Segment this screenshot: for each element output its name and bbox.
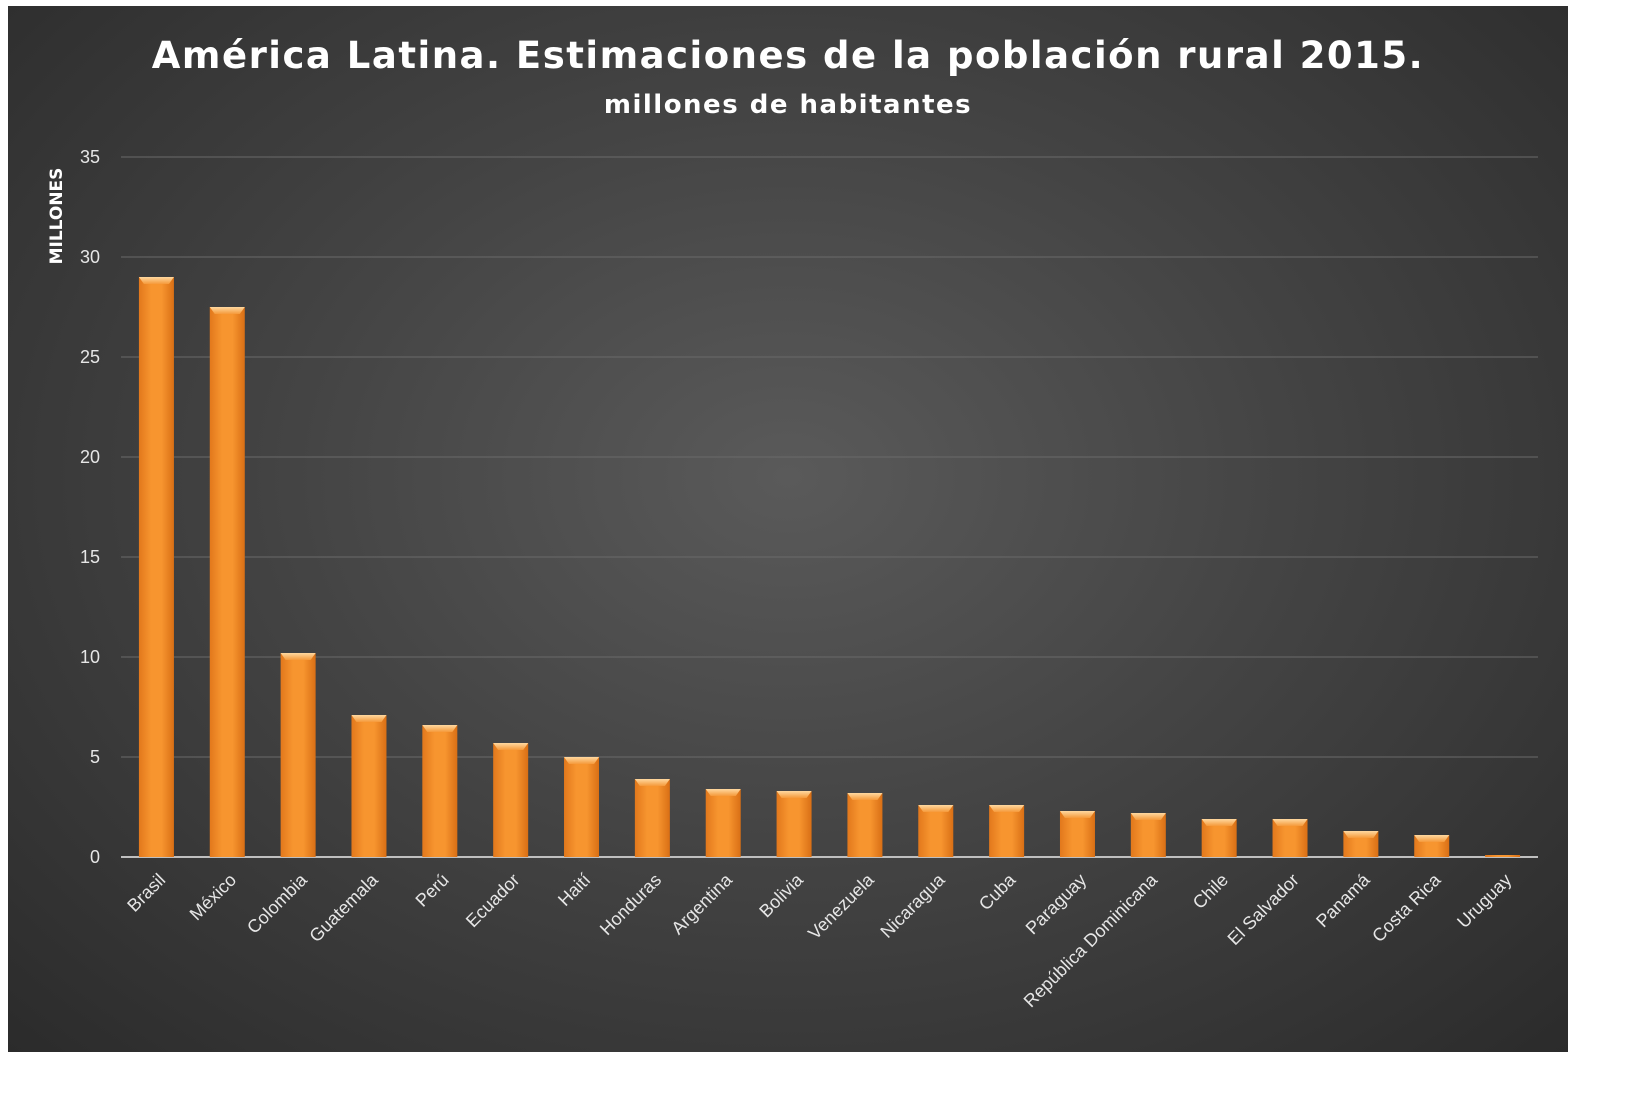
bar	[847, 793, 883, 857]
bar-body	[705, 789, 741, 857]
bar-body	[1130, 813, 1166, 857]
bar-bevel	[1343, 831, 1379, 838]
bar-body	[1059, 811, 1095, 857]
bar-body	[634, 779, 670, 857]
x-category-label: Paraguay	[1022, 870, 1091, 939]
x-category-label: Panamá	[1312, 869, 1374, 931]
bar-body	[1485, 855, 1521, 857]
bar-body	[138, 277, 174, 857]
bar	[634, 779, 670, 857]
bar-chart: 0 5 10 15 20 25 30 35 Brasil México ColombiaGuate…	[47, 147, 1538, 1011]
bar	[1485, 855, 1521, 857]
y-tick-label: 15	[80, 547, 100, 567]
bar-bevel	[1272, 819, 1308, 826]
bar-bevel	[918, 805, 954, 812]
x-category-label: Ecuador	[462, 870, 524, 932]
bar-bevel	[138, 277, 174, 284]
x-category-label: Haití	[554, 870, 594, 910]
bar-bevel	[1414, 835, 1450, 842]
bar	[776, 791, 812, 857]
x-category-label: Honduras	[596, 870, 665, 939]
bar-bevel	[351, 715, 387, 722]
bar-body	[351, 715, 387, 857]
bar	[351, 715, 387, 857]
bar-body	[918, 805, 954, 857]
bar-bevel	[1201, 819, 1237, 826]
bar	[209, 307, 245, 857]
bar-bevel	[422, 725, 458, 732]
bar-body	[847, 793, 883, 857]
x-category-label: Colombia	[243, 869, 312, 938]
x-category-label: Cuba	[975, 869, 1020, 914]
x-category-label: Bolivia	[755, 869, 807, 921]
x-category-label: Brasil	[123, 870, 169, 916]
bar	[989, 805, 1025, 857]
bar	[1343, 831, 1379, 857]
x-category-label: Nicaragua	[876, 869, 949, 942]
bar-bevel	[1130, 813, 1166, 820]
bar-bevel	[705, 789, 741, 796]
bar-bevel	[776, 791, 812, 798]
y-tick-label: 0	[90, 847, 100, 867]
y-tick-label: 5	[90, 747, 100, 767]
x-category-label: Venezuela	[804, 869, 878, 943]
bar	[564, 757, 600, 857]
x-category-label: República Dominicana	[1020, 869, 1162, 1011]
x-category-label: Perú	[412, 870, 453, 911]
x-category-label: México	[186, 870, 240, 924]
bar-body	[280, 653, 316, 857]
gridlines	[121, 156, 1538, 858]
bar	[1059, 811, 1095, 857]
y-axis-title: MILLONES	[47, 168, 67, 265]
y-tick-label: 25	[80, 347, 100, 367]
y-axis: 0 5 10 15 20 25 30 35	[80, 147, 100, 867]
bar-bevel	[280, 653, 316, 660]
bar	[1130, 813, 1166, 857]
bar-body	[209, 307, 245, 857]
bar-body	[493, 743, 529, 857]
bar	[1201, 819, 1237, 857]
chart-subtitle: millones de habitantes	[603, 90, 973, 120]
x-category-label: El Salvador	[1224, 870, 1303, 949]
x-category-label: Argentina	[667, 869, 736, 938]
y-tick-label: 35	[80, 147, 100, 167]
chart-panel: América Latina. Estimaciones de la pobla…	[8, 6, 1568, 1052]
bar-body	[564, 757, 600, 857]
bar	[280, 653, 316, 857]
bar-bevel	[989, 805, 1025, 812]
bar-bevel	[493, 743, 529, 750]
x-category-label: Costa Rica	[1368, 869, 1445, 946]
bar-bevel	[209, 307, 245, 314]
bar	[138, 277, 174, 857]
bar	[493, 743, 529, 857]
x-category-label: Guatemala	[305, 869, 382, 946]
bar	[1272, 819, 1308, 857]
bar-body	[989, 805, 1025, 857]
x-category-label: Chile	[1189, 870, 1232, 913]
y-tick-label: 30	[80, 247, 100, 267]
bar-body	[422, 725, 458, 857]
bar	[1414, 835, 1450, 857]
bar-body	[776, 791, 812, 857]
x-category-label: Uruguay	[1453, 870, 1515, 932]
chart-title: América Latina. Estimaciones de la pobla…	[151, 34, 1425, 77]
bar	[422, 725, 458, 857]
y-tick-label: 10	[80, 647, 100, 667]
bars	[138, 277, 1521, 857]
bar-bevel	[847, 793, 883, 800]
y-tick-label: 20	[80, 447, 100, 467]
bar	[918, 805, 954, 857]
bar-bevel	[1059, 811, 1095, 818]
bar-bevel	[564, 757, 600, 764]
bar-bevel	[634, 779, 670, 786]
bar	[705, 789, 741, 857]
